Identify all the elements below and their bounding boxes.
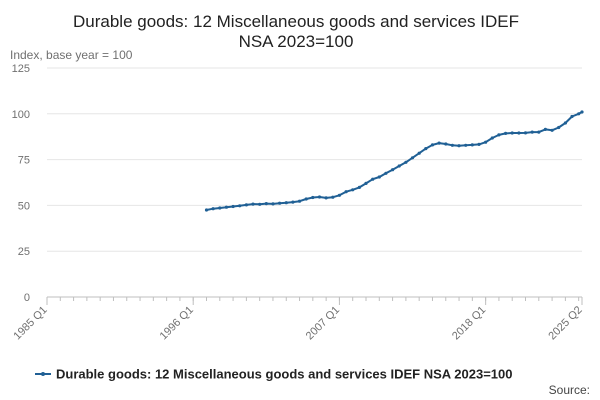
data-point — [477, 142, 481, 146]
y-axis-label: Index, base year = 100 — [10, 48, 133, 62]
data-point — [470, 143, 474, 147]
data-point — [317, 195, 322, 199]
data-point — [397, 164, 401, 168]
plot-area — [204, 110, 584, 212]
data-point — [580, 110, 584, 114]
data-point — [530, 130, 534, 134]
data-point — [430, 143, 435, 147]
x-tick-label: 1985 Q1 — [11, 304, 49, 342]
chart-title-line-2: NSA 2023=100 — [239, 32, 354, 51]
data-point — [311, 195, 315, 200]
data-point — [384, 171, 388, 175]
source-label: Source: — [549, 383, 590, 397]
data-point — [224, 205, 228, 209]
data-point — [271, 202, 275, 206]
data-point — [490, 136, 494, 140]
data-point — [371, 177, 375, 181]
y-tick-label: 50 — [18, 200, 30, 212]
data-point — [444, 142, 448, 146]
data-point — [404, 160, 408, 164]
y-axis-ticks: 0 25 50 75 100 125 — [12, 63, 30, 304]
y-tick-label: 125 — [12, 63, 30, 75]
data-point — [337, 193, 341, 197]
data-point — [517, 131, 521, 135]
data-point — [304, 197, 308, 201]
data-point — [264, 202, 268, 206]
data-point — [291, 200, 295, 204]
data-point — [218, 206, 222, 210]
data-point — [563, 121, 568, 125]
x-tick-label: 2018 Q1 — [450, 304, 488, 342]
data-point — [437, 141, 441, 145]
data-point — [523, 131, 528, 135]
data-point — [557, 125, 561, 130]
data-point — [284, 201, 288, 205]
data-point — [231, 204, 235, 209]
y-tick-label: 100 — [12, 109, 30, 121]
data-point — [297, 199, 302, 203]
legend: Durable goods: 12 Miscellaneous goods an… — [35, 367, 513, 382]
data-point — [211, 207, 215, 211]
data-point — [497, 133, 501, 137]
data-point — [357, 185, 361, 189]
data-point — [450, 143, 454, 147]
data-point — [570, 114, 574, 119]
legend-swatch-marker — [41, 372, 45, 376]
x-tick-label: 2007 Q1 — [304, 304, 342, 342]
gridlines — [47, 67, 582, 298]
legend-label: Durable goods: 12 Miscellaneous goods an… — [56, 367, 513, 382]
data-point — [331, 195, 335, 199]
data-point — [238, 204, 242, 208]
chart-title-line-1: Durable goods: 12 Miscellaneous goods an… — [73, 12, 519, 31]
x-tick-label: 1996 Q1 — [158, 304, 196, 342]
y-tick-label: 0 — [24, 292, 30, 304]
data-point — [510, 131, 514, 135]
y-tick-label: 75 — [18, 155, 30, 167]
data-point — [204, 208, 209, 212]
data-point — [550, 128, 554, 132]
data-point — [424, 147, 428, 151]
series-line — [206, 111, 583, 211]
data-point — [344, 190, 348, 194]
data-point — [543, 127, 548, 131]
data-point — [377, 175, 381, 179]
y-tick-label: 25 — [18, 246, 30, 258]
data-point — [417, 151, 421, 155]
data-point — [278, 201, 282, 205]
data-point — [504, 131, 508, 135]
data-point — [324, 196, 328, 200]
data-point — [410, 156, 415, 160]
data-point — [258, 202, 262, 206]
data-point — [537, 130, 541, 134]
x-axis-ticks: 1985 Q1 1996 Q1 2007 Q1 2018 Q1 2025 Q2 — [11, 297, 585, 342]
data-point — [244, 203, 248, 207]
data-point — [457, 144, 461, 148]
data-point — [464, 143, 468, 147]
data-point — [251, 202, 255, 206]
x-tick-label: 2025 Q2 — [546, 304, 584, 342]
data-point — [577, 112, 581, 116]
data-point — [351, 188, 355, 192]
data-point — [364, 181, 368, 185]
data-point — [484, 140, 488, 144]
data-point — [391, 168, 395, 172]
